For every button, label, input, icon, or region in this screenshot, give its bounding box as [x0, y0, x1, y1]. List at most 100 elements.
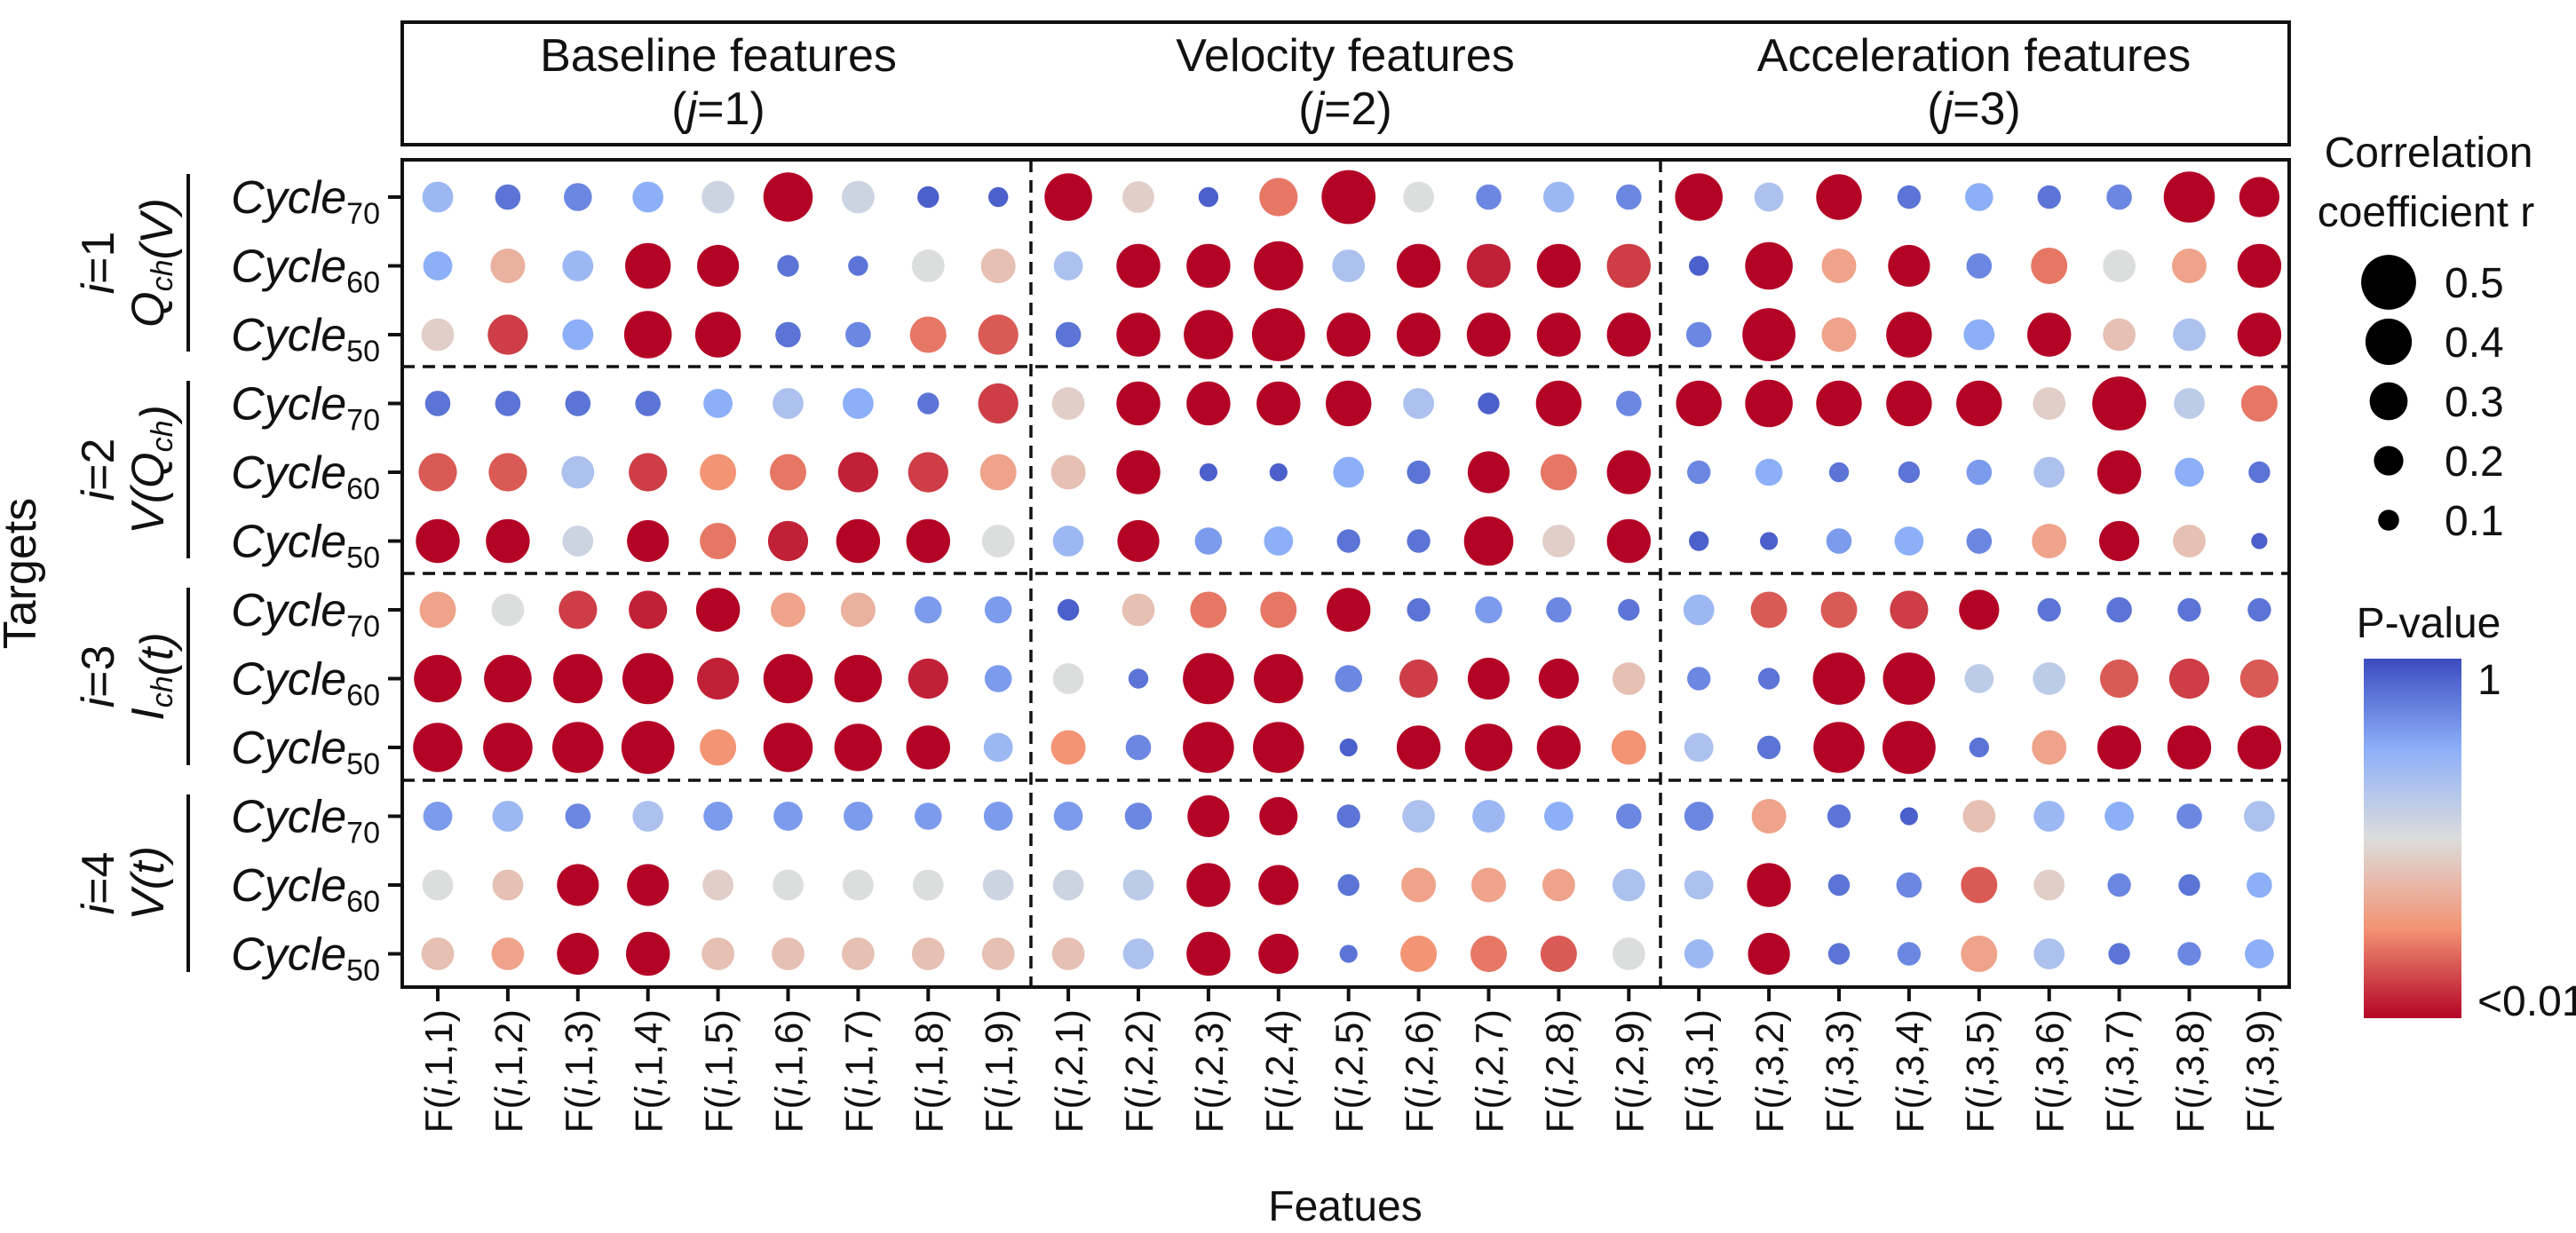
bubble [1254, 241, 1304, 291]
bubble [1899, 807, 1918, 826]
bubble [424, 391, 451, 416]
size-legend-title-line2: coefficient r [2318, 189, 2535, 236]
bubble [1407, 529, 1431, 553]
bubble [1821, 317, 1857, 352]
bubble [1260, 591, 1297, 628]
target-group-name: Ich(t) [123, 632, 183, 720]
bubble [981, 525, 1015, 557]
bubble [2163, 171, 2215, 223]
bubble [982, 869, 1014, 901]
x-tick-label: F(i,2,8) [1538, 1009, 1581, 1133]
bubble [1258, 865, 1299, 905]
bubble [1745, 241, 1793, 290]
bubble [422, 181, 454, 213]
x-tick-label: F(i,1,9) [978, 1009, 1021, 1133]
bubble [1472, 800, 1505, 833]
bubble [1886, 312, 1932, 358]
bubble [701, 937, 734, 970]
bubble [495, 391, 521, 416]
size-legend-label: 0.3 [2445, 379, 2504, 426]
bubble [1965, 183, 1993, 211]
bubble [1051, 937, 1085, 970]
bubble [2033, 456, 2065, 488]
bubble [562, 250, 594, 281]
bubble [562, 526, 594, 557]
bubble [1540, 454, 1577, 491]
bubble [552, 722, 604, 773]
bubble [1827, 943, 1851, 965]
bubble [1259, 796, 1298, 836]
bubble [622, 652, 674, 705]
bubble [1882, 652, 1936, 705]
bubble [983, 732, 1013, 763]
bubble [1618, 598, 1640, 621]
bubble [557, 932, 599, 976]
bubble [487, 314, 528, 355]
bubble [1336, 529, 1360, 553]
bubble [1117, 519, 1160, 563]
bubble [562, 319, 594, 351]
bubble [1122, 593, 1155, 627]
colorbar-bottom-label: <0.01 [2477, 978, 2576, 1025]
y-tick-label: Cycle50 [231, 310, 380, 368]
bubble [770, 454, 806, 491]
size-legend-bubble [2361, 255, 2416, 310]
group-subtitle-acceleration: (j=3) [1927, 83, 2021, 135]
group-title-acceleration: Acceleration features [1757, 30, 2192, 82]
bubble [775, 321, 801, 348]
size-legend-bubble [2369, 382, 2408, 421]
size-legend-bubble [2378, 510, 2399, 531]
bubble-layer [413, 170, 2282, 976]
bubble [1253, 722, 1304, 773]
bubble [423, 802, 453, 831]
bubble [697, 657, 740, 700]
bubble [700, 523, 737, 559]
bubble [1684, 802, 1714, 831]
bubble [1685, 321, 1712, 348]
bubble [1053, 251, 1083, 281]
bubble [908, 658, 948, 699]
bubble [1186, 381, 1231, 426]
bubble [1747, 863, 1791, 907]
size-legend-bubble [2374, 446, 2404, 476]
bubble [917, 186, 939, 209]
bubble [763, 723, 813, 772]
colorbar-top-label: 1 [2477, 657, 2501, 704]
bubble [1264, 526, 1294, 556]
bubble [1400, 936, 1438, 972]
bubble [1052, 526, 1084, 557]
target-group-index: i=2 [73, 439, 124, 502]
bubble [421, 318, 455, 352]
bubble [1956, 380, 2002, 427]
bubble [1687, 460, 1711, 485]
bubble [1755, 458, 1783, 486]
bubble [2092, 376, 2147, 431]
size-legend-bubble [2365, 318, 2413, 366]
bubble [1748, 932, 1790, 976]
size-legend-label: 0.2 [2445, 439, 2504, 486]
bubble [1116, 381, 1161, 426]
x-tick-label: F(i,1,7) [837, 1009, 881, 1133]
x-tick-label: F(i,3,6) [2029, 1009, 2073, 1133]
bubble [557, 864, 599, 906]
y-axis-title: Targets [0, 498, 46, 650]
bubble [1402, 800, 1435, 833]
bubble [1124, 802, 1153, 830]
bubble [1467, 451, 1510, 494]
bubble [1756, 735, 1781, 760]
bubble [988, 186, 1009, 208]
bubble [915, 596, 942, 624]
bubble [1684, 939, 1714, 968]
bubble [1194, 527, 1223, 555]
bubble [2237, 725, 2282, 770]
bubble [1125, 734, 1152, 761]
target-group-index: i=4 [73, 852, 124, 915]
y-tick-label: Cycle60 [231, 860, 380, 919]
bubble [491, 593, 525, 627]
bubble [1251, 308, 1305, 361]
bubble [626, 931, 670, 976]
target-group-index: i=3 [73, 645, 124, 708]
bubble [1896, 872, 1922, 898]
bubble [1826, 528, 1852, 554]
